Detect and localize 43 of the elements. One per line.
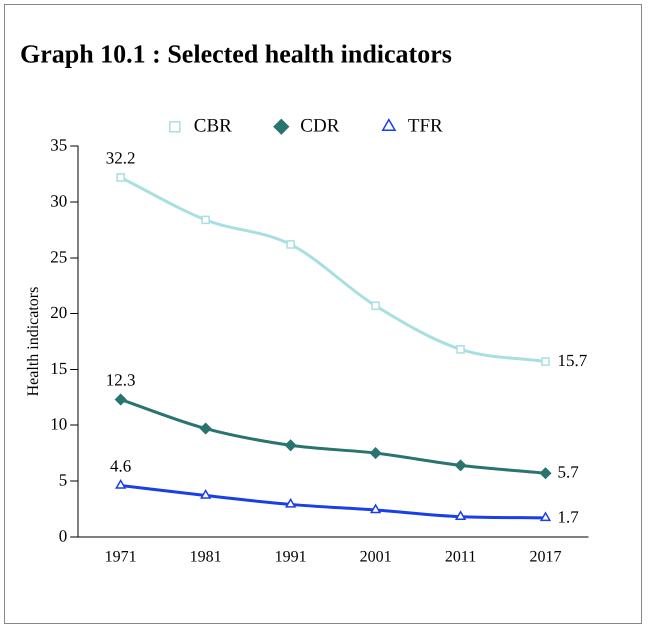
x-tick-label: 2011 [444, 548, 476, 566]
data-label: 15.7 [558, 351, 588, 370]
y-tick-label: 35 [50, 136, 68, 155]
y-tick-label: 20 [50, 303, 68, 322]
point [116, 480, 126, 489]
legend-label: CDR [300, 116, 340, 137]
point [454, 460, 466, 472]
point [370, 504, 381, 514]
x-tick-label: 2017 [530, 548, 562, 566]
y-tick-label: 10 [50, 414, 68, 434]
point [284, 440, 296, 452]
y-axis-title: Health indicators [24, 286, 42, 396]
point [455, 510, 466, 520]
point [540, 512, 551, 522]
x-tick-label: 1981 [190, 548, 222, 566]
point [540, 467, 552, 479]
x-tick-label: 1991 [274, 548, 307, 566]
point [200, 490, 211, 499]
point [370, 447, 382, 459]
point [114, 394, 126, 406]
y-tick-label: 5 [58, 470, 68, 490]
chart-title: Graph 10.1 : Selected health indicators [20, 39, 452, 68]
legend-label: TFR [408, 116, 444, 137]
y-tick-label: 30 [50, 191, 68, 210]
data-label: 5.7 [558, 462, 580, 482]
y-tick-label: 0 [58, 526, 68, 546]
point [201, 216, 210, 224]
y-tick-label: 15 [50, 358, 68, 378]
point [371, 302, 380, 310]
legend-label: CBR [194, 116, 232, 137]
point [541, 357, 550, 366]
y-tick-label: 25 [50, 247, 68, 266]
data-label: 32.2 [106, 148, 136, 168]
data-label: 12.3 [106, 370, 136, 390]
point [456, 345, 465, 354]
x-tick-label: 2001 [360, 548, 392, 566]
point [200, 422, 212, 434]
data-label: 1.7 [558, 507, 580, 526]
point [116, 173, 125, 182]
data-label: 4.6 [110, 456, 132, 476]
x-tick-label: 1971 [104, 548, 137, 566]
point [286, 498, 296, 508]
point [286, 240, 295, 249]
